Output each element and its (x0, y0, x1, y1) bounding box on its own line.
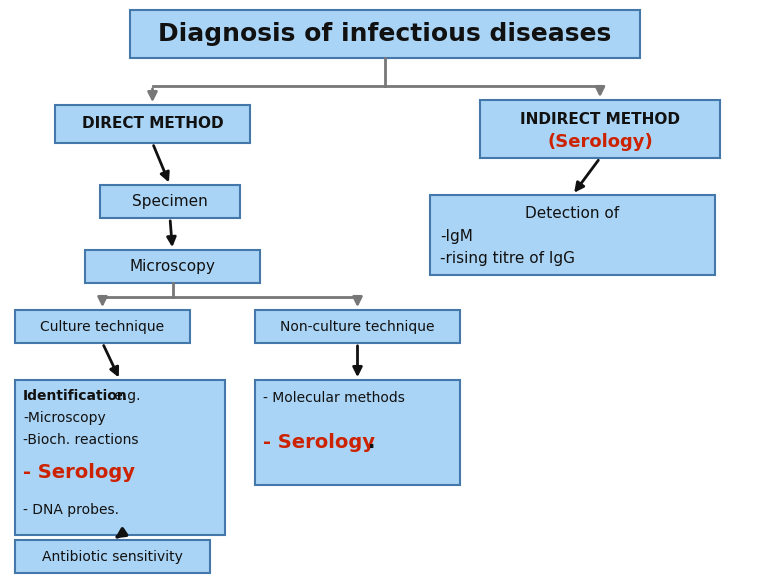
Text: .: . (368, 433, 376, 452)
FancyBboxPatch shape (15, 380, 225, 535)
Text: -rising titre of IgG: -rising titre of IgG (440, 252, 575, 267)
Text: - Serology: - Serology (23, 464, 135, 483)
FancyBboxPatch shape (255, 310, 460, 343)
Text: Detection of: Detection of (525, 206, 620, 221)
Text: e.g.: e.g. (110, 389, 141, 403)
Text: - Serology: - Serology (263, 433, 375, 452)
Text: DIRECT METHOD: DIRECT METHOD (81, 116, 223, 131)
FancyBboxPatch shape (55, 105, 250, 143)
FancyBboxPatch shape (130, 10, 640, 58)
Text: Microscopy: Microscopy (130, 259, 216, 274)
FancyBboxPatch shape (480, 100, 720, 158)
FancyBboxPatch shape (430, 195, 715, 275)
Text: Culture technique: Culture technique (41, 320, 164, 334)
FancyBboxPatch shape (85, 250, 260, 283)
Text: - Molecular methods: - Molecular methods (263, 391, 405, 405)
Text: INDIRECT METHOD: INDIRECT METHOD (520, 112, 680, 127)
Text: -Bioch. reactions: -Bioch. reactions (23, 433, 138, 447)
FancyBboxPatch shape (15, 540, 210, 573)
Text: -Microscopy: -Microscopy (23, 411, 106, 425)
Text: -IgM: -IgM (440, 229, 473, 244)
FancyBboxPatch shape (100, 185, 240, 218)
FancyBboxPatch shape (15, 310, 190, 343)
Text: Specimen: Specimen (132, 194, 208, 209)
Text: Antibiotic sensitivity: Antibiotic sensitivity (42, 550, 183, 563)
Text: (Serology): (Serology) (547, 133, 653, 151)
FancyBboxPatch shape (255, 380, 460, 485)
Text: Identification: Identification (23, 389, 127, 403)
Text: Non-culture technique: Non-culture technique (280, 320, 435, 334)
Text: Diagnosis of infectious diseases: Diagnosis of infectious diseases (158, 22, 611, 46)
Text: - DNA probes.: - DNA probes. (23, 503, 119, 517)
